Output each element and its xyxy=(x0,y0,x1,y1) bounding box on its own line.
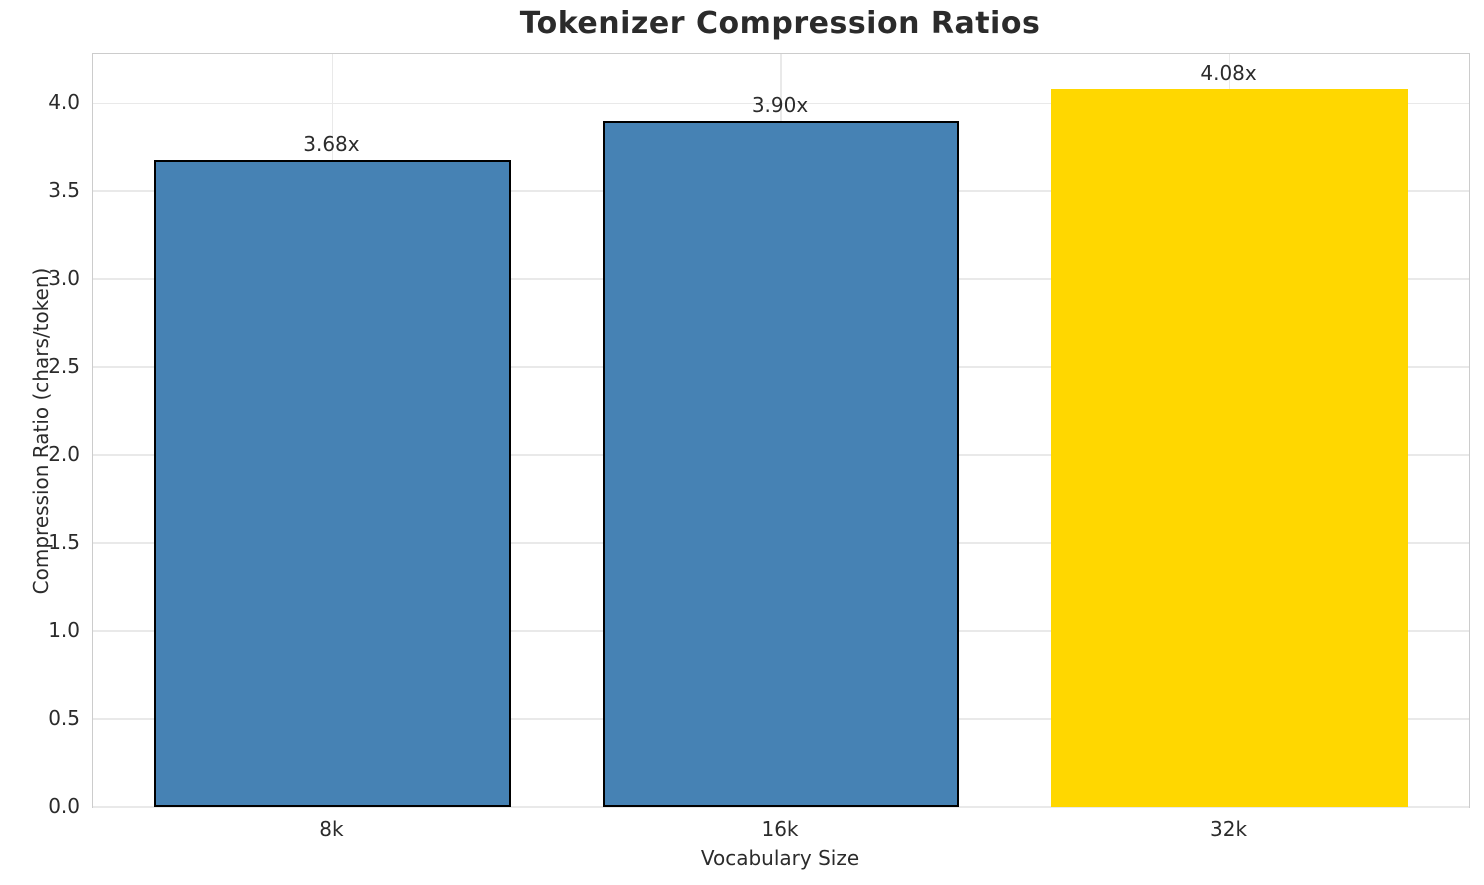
x-tick-label: 16k xyxy=(761,817,799,841)
y-tick-label: 1.5 xyxy=(48,530,80,555)
y-tick-label: 2.0 xyxy=(48,442,80,467)
y-tick-label: 0.5 xyxy=(48,706,80,731)
y-tick-label: 4.0 xyxy=(48,90,80,115)
y-tick-label: 3.0 xyxy=(48,266,80,291)
y-tick-label: 2.5 xyxy=(48,354,80,379)
bar-8k xyxy=(153,159,511,807)
y-tick-label: 1.0 xyxy=(48,618,80,643)
bar-value-label: 3.90x xyxy=(751,92,809,117)
x-tick-label: 32k xyxy=(1210,817,1248,841)
y-tick-label: 3.5 xyxy=(48,178,80,203)
chart-title: Tokenizer Compression Ratios xyxy=(519,6,1041,41)
bar-16k xyxy=(602,120,960,807)
bar-32k xyxy=(1051,89,1409,807)
x-tick-label: 8k xyxy=(319,817,344,841)
bar-value-label: 3.68x xyxy=(303,131,360,156)
y-tick-label: 0.0 xyxy=(48,794,80,818)
plot-area xyxy=(92,53,1470,808)
gridline-horizontal xyxy=(93,806,1469,808)
bar-value-label: 4.08x xyxy=(1200,61,1257,86)
x-axis-label: Vocabulary Size xyxy=(700,846,860,870)
